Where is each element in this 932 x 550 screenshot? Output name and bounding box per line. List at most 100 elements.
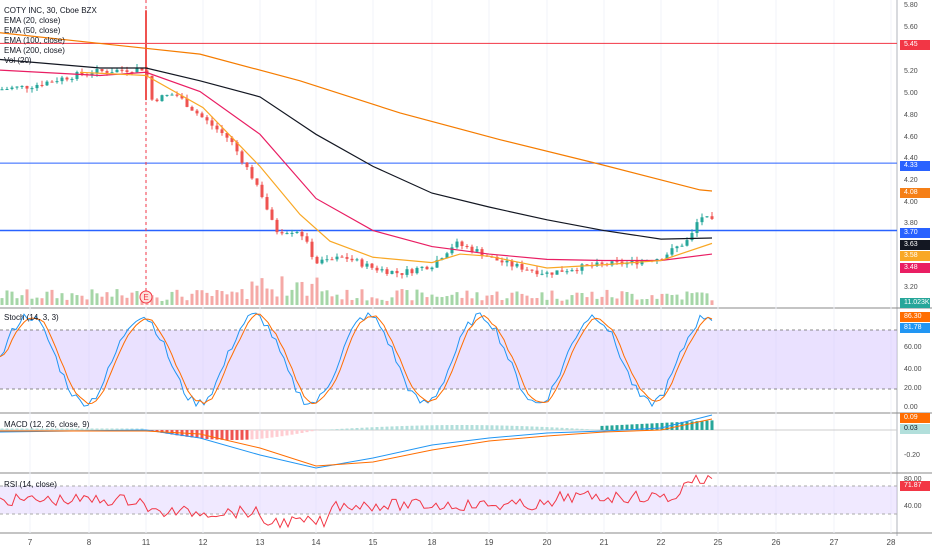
macd-hist-bar — [650, 423, 654, 430]
price-axis-label: 4.00 — [904, 199, 918, 206]
volume-bar — [190, 293, 194, 305]
date-label: 7 — [27, 538, 33, 547]
volume-bar — [340, 299, 344, 305]
rsi-legend[interactable]: RSI (14, close) — [4, 480, 57, 489]
volume-bar — [490, 295, 494, 305]
signal-line — [0, 418, 713, 467]
candle-body — [675, 246, 679, 249]
earnings-marker-label: E — [143, 293, 148, 302]
candle-body — [350, 258, 354, 261]
volume-bar — [100, 296, 104, 305]
rsi-band — [0, 486, 897, 514]
candle-body — [570, 270, 574, 272]
volume-bar — [230, 291, 234, 305]
macd-hist-bar — [255, 430, 259, 440]
macd-hist-bar — [535, 426, 539, 430]
candle-body — [100, 69, 104, 72]
candle-body — [305, 236, 309, 242]
candle-body — [480, 249, 484, 256]
volume-bar — [165, 299, 169, 305]
date-label: 21 — [599, 538, 609, 547]
candle-body — [35, 84, 39, 89]
ema20-line — [79, 71, 713, 269]
macd-hist-bar — [115, 428, 119, 430]
macd-hist-bar — [515, 425, 519, 430]
candle-body — [695, 222, 699, 234]
volume-bar — [110, 296, 114, 305]
macd-hist-bar — [505, 425, 509, 430]
macd-hist-bar — [590, 429, 594, 430]
volume-bar — [415, 289, 419, 305]
macd-hist-bar — [635, 424, 639, 430]
macd-hist-bar — [85, 428, 89, 430]
macd-hist-bar — [605, 425, 609, 430]
macd-hist-bar — [110, 428, 114, 430]
candle-body — [230, 137, 234, 143]
macd-hist-bar — [215, 430, 219, 440]
volume-bar — [170, 291, 174, 305]
candle-body — [315, 256, 319, 264]
macd-hist-tag: 0.03 — [900, 424, 930, 434]
candle-body — [10, 87, 14, 90]
candle-body — [405, 269, 409, 275]
macd-hist-bar — [525, 426, 529, 430]
macd-hist-bar — [365, 427, 369, 430]
ema20-legend[interactable]: EMA (20, close) — [4, 16, 61, 25]
date-label: 25 — [713, 538, 723, 547]
volume-bar — [35, 297, 39, 305]
volume-bar — [500, 299, 504, 305]
ema200-legend[interactable]: EMA (200, close) — [4, 46, 65, 55]
volume-bar — [495, 291, 499, 305]
price-axis-label: 5.20 — [904, 68, 918, 75]
macd-hist-bar — [310, 430, 314, 432]
candle-body — [200, 113, 204, 118]
candle-body — [45, 81, 49, 86]
ema100-legend[interactable]: EMA (100, close) — [4, 36, 65, 45]
volume-bar — [525, 295, 529, 305]
volume-bar — [510, 292, 514, 305]
stoch-legend[interactable]: Stoch (14, 3, 3) — [4, 313, 59, 322]
volume-bar — [660, 293, 664, 305]
macd-hist-bar — [260, 430, 264, 439]
stoch-d-line — [0, 313, 713, 405]
macd-hist-bar — [655, 423, 659, 430]
macd-hist-bar — [420, 425, 424, 430]
ema50-legend[interactable]: EMA (50, close) — [4, 26, 61, 35]
macd-hist-bar — [475, 425, 479, 430]
volume-bar — [530, 298, 534, 305]
ema100-tag: 3.63 — [900, 240, 930, 250]
volume-bar — [450, 294, 454, 305]
candle-body — [310, 241, 314, 257]
candle-body — [180, 95, 184, 99]
macd-hist-bar — [100, 428, 104, 430]
macd-hist-bar — [350, 428, 354, 430]
candle-body — [65, 77, 69, 80]
date-label: 26 — [771, 538, 781, 547]
volume-bar — [140, 300, 144, 305]
macd-hist-bar — [435, 425, 439, 430]
macd-hist-bar — [335, 429, 339, 430]
macd-hist-bar — [65, 428, 69, 430]
candle-body — [535, 270, 539, 275]
volume-bar — [520, 293, 524, 305]
candle-body — [165, 94, 169, 96]
volume-bar — [560, 300, 564, 305]
candle-body — [25, 85, 29, 89]
candle-body — [365, 263, 369, 267]
macd-legend[interactable]: MACD (12, 26, close, 9) — [4, 420, 90, 429]
price-axis-label: 5.80 — [904, 2, 918, 9]
volume-bar — [610, 297, 614, 305]
volume-bar — [335, 294, 339, 305]
macd-hist-bar — [545, 427, 549, 430]
candle-body — [540, 273, 544, 275]
macd-hist-bar — [375, 427, 379, 430]
candle-body — [445, 253, 449, 259]
candle-body — [425, 266, 429, 270]
candle-body — [555, 270, 559, 275]
candle-body — [545, 272, 549, 274]
volume-legend[interactable]: Vol (20) — [4, 56, 32, 65]
price-axis-label: 5.60 — [904, 24, 918, 31]
volume-bar — [505, 298, 509, 305]
macd-hist-bar — [690, 421, 694, 430]
